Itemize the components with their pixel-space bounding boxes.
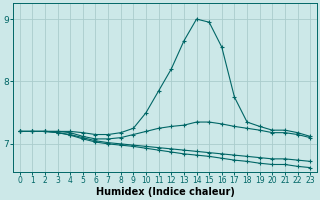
- X-axis label: Humidex (Indice chaleur): Humidex (Indice chaleur): [96, 187, 234, 197]
